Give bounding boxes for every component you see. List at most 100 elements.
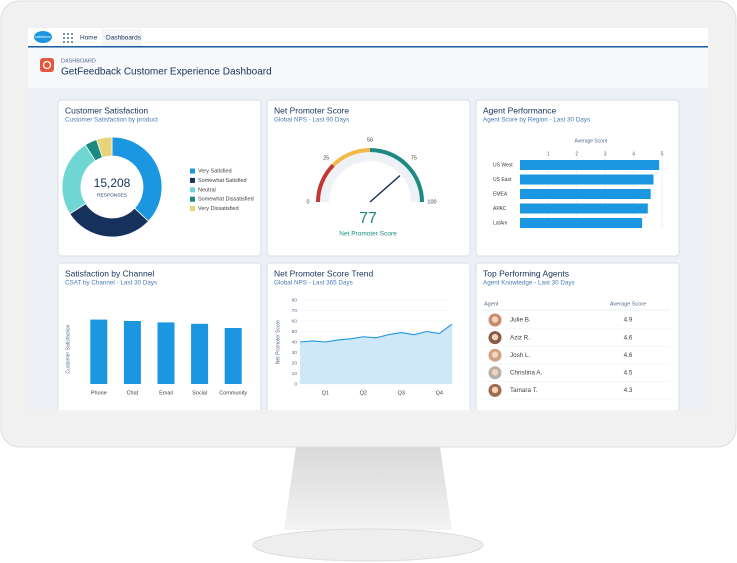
y-tick-label: 10 xyxy=(292,371,298,377)
legend-label: Very Satisfied xyxy=(198,168,232,174)
bar xyxy=(123,321,141,384)
y-tick-label: 0 xyxy=(294,381,297,387)
bar xyxy=(191,323,209,384)
x-tick-label: Q4 xyxy=(436,390,443,396)
avatar-face xyxy=(491,369,499,376)
legend-label: Neutral xyxy=(198,187,216,193)
active-tab[interactable] xyxy=(102,29,142,46)
category-label: US West xyxy=(493,162,513,168)
legend-label: Somewhat Satisfied xyxy=(198,178,247,184)
nav-underline xyxy=(28,46,708,48)
legend-label: Somewhat Dissatisfied xyxy=(198,197,254,203)
x-tick-label: 2 xyxy=(575,151,578,157)
header-title: GetFeedback Customer Experience Dashboar… xyxy=(61,67,272,78)
agent-score: 4.5 xyxy=(624,369,633,376)
logo-text: salesforce xyxy=(35,35,51,39)
stand-base xyxy=(252,528,484,562)
x-tick-label: Q2 xyxy=(360,390,367,396)
axis-title: Average Score xyxy=(575,138,608,144)
bar xyxy=(520,160,660,170)
gauge-label: Net Promoter Score xyxy=(339,231,397,238)
gauge-tick-label: 100 xyxy=(427,199,436,205)
x-tick-label: 3 xyxy=(604,151,607,157)
agent-score: 4.6 xyxy=(624,352,633,359)
y-tick-label: 40 xyxy=(292,339,298,345)
x-tick-label: Q3 xyxy=(398,390,405,396)
bar xyxy=(520,189,651,199)
bar xyxy=(224,328,242,384)
stand-neck xyxy=(284,447,452,530)
card-title: Net Promoter Score Trend xyxy=(274,268,373,278)
x-tick-label: Q1 xyxy=(322,390,329,396)
axis-title: Customer Satisfaction xyxy=(65,324,71,373)
agent-score: 4.9 xyxy=(624,317,633,324)
gauge-band xyxy=(316,163,335,203)
y-tick-label: 20 xyxy=(292,360,298,366)
gauge-tick-label: 75 xyxy=(411,156,417,162)
dashboard-icon xyxy=(40,58,54,72)
gauge-inner xyxy=(319,151,421,203)
y-tick-label: 70 xyxy=(292,308,298,314)
agent-name: Aziz R. xyxy=(510,334,530,341)
card-title: Net Promoter Score xyxy=(274,105,349,115)
icon-glyph xyxy=(42,60,52,70)
header-kicker: DASHBOARD xyxy=(61,58,96,64)
bar xyxy=(520,174,654,185)
category-label: EMEA xyxy=(493,191,508,197)
x-tick-label: Chat xyxy=(127,390,139,396)
x-tick-label: Community xyxy=(219,390,247,396)
y-tick-label: 80 xyxy=(292,297,298,303)
y-tick-label: 60 xyxy=(292,318,298,324)
y-tick-label: 50 xyxy=(292,329,298,335)
card-subtitle: Agent Score by Region - Last 30 Days xyxy=(483,117,590,124)
legend-swatch xyxy=(190,196,195,202)
agent-name: Christina A. xyxy=(510,369,542,376)
column-header: Agent xyxy=(484,301,499,307)
bar xyxy=(520,218,643,228)
avatar-face xyxy=(491,351,499,358)
x-tick-label: 4 xyxy=(632,151,635,157)
legend-swatch xyxy=(190,206,195,212)
x-tick-label: Social xyxy=(192,390,207,396)
card xyxy=(475,262,680,410)
gauge-tick-label: 25 xyxy=(323,156,329,162)
trend-line xyxy=(299,323,453,343)
agent-name: Julie B. xyxy=(510,317,531,324)
column-header: Average Score xyxy=(610,301,646,307)
card-subtitle: Customer Satisfaction by product xyxy=(65,117,158,124)
card-subtitle: Global NPS - Last 365 Days xyxy=(274,280,353,287)
legend-swatch xyxy=(190,187,195,193)
area-fill xyxy=(300,324,452,384)
x-tick-label: 5 xyxy=(661,151,664,157)
gauge-needle xyxy=(369,175,401,203)
category-label: US East xyxy=(493,177,512,183)
gauge-tick-label: 0 xyxy=(306,199,309,205)
avatar-face xyxy=(491,333,499,341)
y-tick-label: 30 xyxy=(292,350,298,356)
card xyxy=(266,99,471,257)
card-subtitle: Global NPS - Last 90 Days xyxy=(274,117,349,124)
nav-bar xyxy=(28,28,708,47)
donut-segment xyxy=(96,136,113,159)
agent-score: 4.6 xyxy=(624,334,633,341)
nav-tab[interactable]: Dashboards xyxy=(106,35,142,42)
agent-name: Josh L. xyxy=(510,352,531,359)
card-title: Top Performing Agents xyxy=(483,268,569,278)
center-value: 15,208 xyxy=(94,176,131,190)
x-tick-label: Phone xyxy=(91,390,107,396)
legend-swatch xyxy=(190,168,195,174)
agent-name: Tamara T. xyxy=(510,387,538,394)
bar xyxy=(520,203,648,214)
app-launcher[interactable] xyxy=(63,33,73,43)
card-title: Agent Performance xyxy=(483,105,557,115)
x-tick-label: 1 xyxy=(547,151,550,157)
card-subtitle: Agent Knowledge - Last 30 Days xyxy=(483,280,575,287)
x-tick-label: Email xyxy=(159,390,173,396)
gauge-band xyxy=(369,148,424,203)
nav-tab[interactable]: Home xyxy=(80,35,98,42)
card-title: Customer Satisfaction xyxy=(65,105,148,115)
category-label: LatAm xyxy=(493,220,507,226)
agent-score: 4.3 xyxy=(624,387,633,394)
category-label: APAC xyxy=(493,206,507,212)
